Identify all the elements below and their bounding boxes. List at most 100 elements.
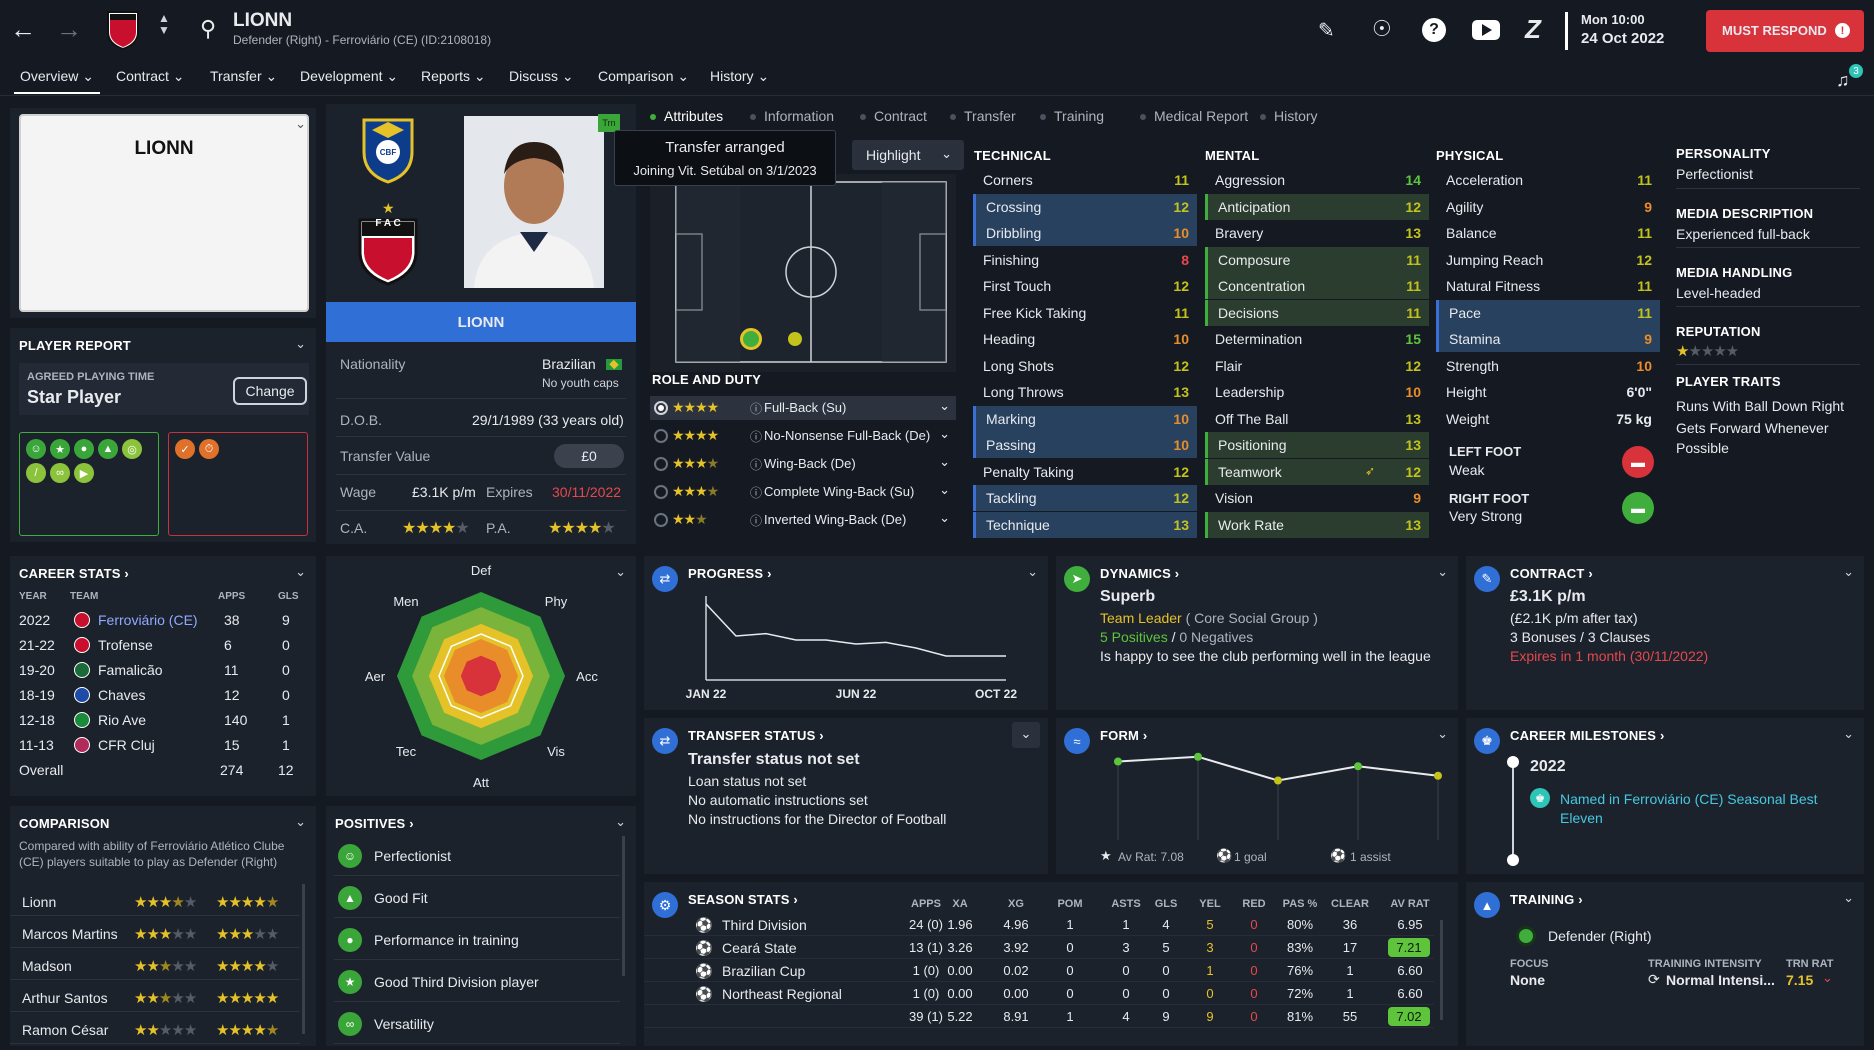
attribute-row[interactable]: Bravery 13	[1205, 220, 1429, 246]
attribute-row[interactable]: Balance 11	[1436, 220, 1660, 246]
comparison-row[interactable]: Ramon César ★★★★★ ★★★★★	[10, 1014, 300, 1044]
role-row[interactable]: ★★★★ ⓘ Full-Back (Su) ⌄	[650, 396, 956, 420]
strength-icon[interactable]: /	[26, 463, 46, 483]
intensity-value[interactable]: Normal Intensi...	[1666, 972, 1775, 988]
attribute-row[interactable]: Marking 10	[973, 405, 1197, 432]
form-point[interactable]	[1114, 757, 1122, 766]
attribute-row[interactable]: Work Rate 13	[1205, 511, 1429, 538]
chevron-down-icon[interactable]: ⌄	[295, 336, 306, 351]
career-row[interactable]: 2022 Ferroviário (CE) 38 9	[10, 608, 316, 632]
chevron-down-icon[interactable]: ⌄	[939, 426, 950, 441]
attribute-row[interactable]: Dribbling 10	[973, 220, 1197, 246]
nav-comparison[interactable]: Comparison ⌄	[598, 68, 690, 84]
strength-icon[interactable]: ☺	[26, 439, 46, 459]
weakness-icon[interactable]: ✓	[175, 439, 195, 459]
attribute-row[interactable]: First Touch 12	[973, 273, 1197, 299]
chevron-down-icon[interactable]: ⌄	[939, 398, 950, 413]
career-team[interactable]: Ferroviário (CE)	[98, 612, 198, 628]
attribute-row[interactable]: Heading 10	[973, 326, 1197, 352]
form-point[interactable]	[1274, 776, 1282, 785]
subtab-medical[interactable]: Medical Report	[1140, 108, 1248, 124]
attribute-row[interactable]: Jumping Reach 12	[1436, 247, 1660, 273]
transfer-status-title[interactable]: TRANSFER STATUS ›	[688, 728, 824, 743]
attribute-row[interactable]: Weight 75 kg	[1436, 406, 1660, 432]
transfer-value-pill[interactable]: £0	[554, 444, 624, 468]
search-icon[interactable]: ⚲	[200, 16, 217, 41]
season-row[interactable]: ⚽ Northeast Regional 1 (0) 0.00 0.00 0 0 0 0 0 72%…	[644, 983, 1434, 1005]
attribute-row[interactable]: Vision 9	[1205, 485, 1429, 511]
attribute-row[interactable]: Natural Fitness 11	[1436, 273, 1660, 299]
attribute-row[interactable]: Height 6'0"	[1436, 379, 1660, 405]
scrollbar[interactable]	[302, 884, 305, 1034]
attribute-row[interactable]: Determination 15	[1205, 326, 1429, 352]
attribute-row[interactable]: Acceleration 11	[1436, 167, 1660, 193]
positives-title[interactable]: POSITIVES ›	[335, 816, 414, 831]
attribute-row[interactable]: Off The Ball 13	[1205, 406, 1429, 432]
natural-position-marker[interactable]	[740, 328, 762, 350]
attribute-row[interactable]: Decisions 11	[1205, 299, 1429, 326]
comparison-row[interactable]: Marcos Martins ★★★★★ ★★★★★	[10, 918, 300, 948]
season-stats-title[interactable]: SEASON STATS ›	[688, 892, 798, 907]
positive-item[interactable]: ★ Good Third Division player	[334, 962, 620, 1002]
change-button[interactable]: Change	[233, 377, 307, 405]
info-icon[interactable]: ⓘ	[750, 486, 763, 500]
nav-reports[interactable]: Reports ⌄	[421, 68, 486, 84]
globe-icon[interactable]: ☉	[1372, 16, 1392, 41]
star-icon[interactable]: ★	[50, 439, 70, 459]
scrollbar[interactable]	[622, 836, 625, 976]
positive-item[interactable]: ☺ Perfectionist	[334, 836, 620, 876]
attribute-row[interactable]: Penalty Taking 12	[973, 459, 1197, 485]
chevron-down-icon[interactable]: ⌄	[939, 482, 950, 497]
nav-contract[interactable]: Contract ⌄	[116, 68, 185, 84]
must-respond-button[interactable]: MUST RESPOND !	[1706, 10, 1864, 52]
subtab-information[interactable]: Information	[750, 108, 834, 124]
attribute-row[interactable]: Tackling 12	[973, 485, 1197, 511]
help-icon[interactable]: ?	[1422, 18, 1446, 42]
radio-unselected[interactable]	[654, 513, 668, 527]
dynamics-title[interactable]: DYNAMICS ›	[1100, 566, 1180, 581]
subtab-transfer[interactable]: Transfer	[950, 108, 1016, 124]
attribute-row[interactable]: Crossing 12	[973, 193, 1197, 220]
training-title[interactable]: TRAINING ›	[1510, 892, 1583, 907]
chevron-down-icon[interactable]: ⌄	[615, 814, 626, 829]
form-point[interactable]	[1194, 752, 1202, 761]
chevron-down-icon[interactable]: ⌄	[1027, 564, 1038, 579]
radio-unselected[interactable]	[654, 485, 668, 499]
subtab-history[interactable]: History	[1260, 108, 1318, 124]
info-icon[interactable]: ⓘ	[750, 430, 763, 444]
target-icon[interactable]: ◎	[122, 439, 142, 459]
career-row[interactable]: 11-13 CFR Cluj 15 1	[10, 733, 316, 757]
nav-transfer[interactable]: Transfer ⌄	[210, 68, 278, 84]
nav-discuss[interactable]: Discuss ⌄	[509, 68, 574, 84]
positive-item[interactable]: ● Performance in training	[334, 920, 620, 960]
attribute-row[interactable]: Long Throws 13	[973, 379, 1197, 405]
attribute-row[interactable]: Teamwork 12	[1205, 458, 1429, 485]
attribute-row[interactable]: Passing 10	[973, 432, 1197, 458]
chevron-down-icon[interactable]: ⌄	[295, 116, 306, 131]
chevron-down-icon[interactable]: ⌄	[1843, 564, 1854, 579]
attribute-row[interactable]: Finishing 8	[973, 247, 1197, 273]
career-row[interactable]: 19-20 Famalicão 11 0	[10, 658, 316, 682]
highlight-dropdown[interactable]: Highlight ⌄	[852, 140, 964, 170]
subtab-contract[interactable]: Contract	[860, 108, 927, 124]
z-logo-icon[interactable]: Z	[1525, 14, 1541, 44]
progress-title[interactable]: PROGRESS ›	[688, 566, 772, 581]
attribute-row[interactable]: Pace 11	[1436, 299, 1660, 326]
chevron-updown-icon[interactable]: ▲ ▼	[158, 11, 170, 37]
attribute-row[interactable]: Flair 12	[1205, 353, 1429, 379]
nav-development[interactable]: Development ⌄	[300, 68, 399, 84]
season-row[interactable]: 39 (1) 5.22 8.91 1 4 9 9 0 81% 55 7.02	[644, 1006, 1434, 1028]
nav-overview[interactable]: Overview ⌄	[20, 68, 94, 84]
attribute-row[interactable]: Anticipation 12	[1205, 193, 1429, 220]
positive-item[interactable]: ∞ Versatility	[334, 1004, 620, 1044]
chevron-down-icon[interactable]: ⌄	[1437, 564, 1448, 579]
attribute-row[interactable]: Positioning 13	[1205, 432, 1429, 458]
chevron-down-button[interactable]: ⌄	[1012, 722, 1040, 748]
attribute-row[interactable]: Long Shots 12	[973, 353, 1197, 379]
chevron-down-icon[interactable]: ⌄	[1843, 726, 1854, 741]
attribute-row[interactable]: Corners 11	[973, 167, 1197, 193]
subtab-training[interactable]: Training	[1040, 108, 1104, 124]
radio-selected[interactable]	[654, 401, 668, 415]
chevron-down-icon[interactable]: ⌄	[1843, 890, 1854, 905]
role-row[interactable]: ★★★★ ⓘ Complete Wing-Back (Su) ⌄	[650, 480, 956, 504]
